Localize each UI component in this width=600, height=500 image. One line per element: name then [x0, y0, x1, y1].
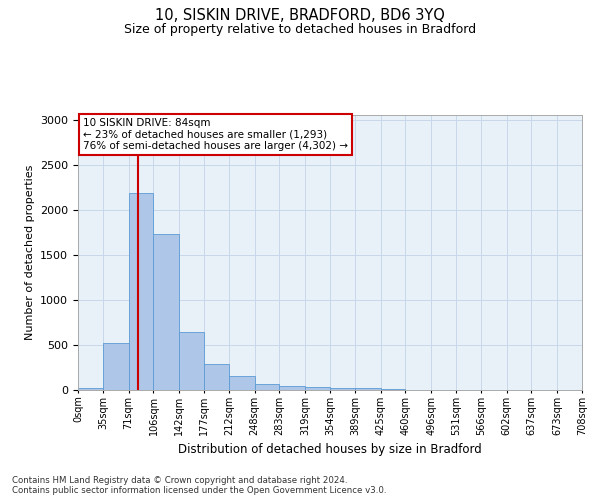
Bar [380, 388, 406, 390]
Bar [330, 388, 355, 390]
Bar [305, 387, 330, 390]
Text: 10, SISKIN DRIVE, BRADFORD, BD6 3YQ: 10, SISKIN DRIVE, BRADFORD, BD6 3YQ [155, 8, 445, 22]
X-axis label: Distribution of detached houses by size in Bradford: Distribution of detached houses by size … [178, 444, 482, 456]
Bar [78, 388, 103, 390]
Bar [280, 386, 305, 390]
Bar [154, 234, 179, 390]
Bar [128, 194, 154, 390]
Bar [254, 384, 280, 390]
Bar [204, 364, 229, 390]
Bar [179, 332, 204, 390]
Text: 10 SISKIN DRIVE: 84sqm
← 23% of detached houses are smaller (1,293)
76% of semi-: 10 SISKIN DRIVE: 84sqm ← 23% of detached… [83, 118, 348, 151]
Bar [355, 388, 380, 390]
Text: Contains HM Land Registry data © Crown copyright and database right 2024.
Contai: Contains HM Land Registry data © Crown c… [12, 476, 386, 495]
Bar [103, 343, 128, 390]
Bar [229, 376, 254, 390]
Y-axis label: Number of detached properties: Number of detached properties [25, 165, 35, 340]
Text: Size of property relative to detached houses in Bradford: Size of property relative to detached ho… [124, 22, 476, 36]
